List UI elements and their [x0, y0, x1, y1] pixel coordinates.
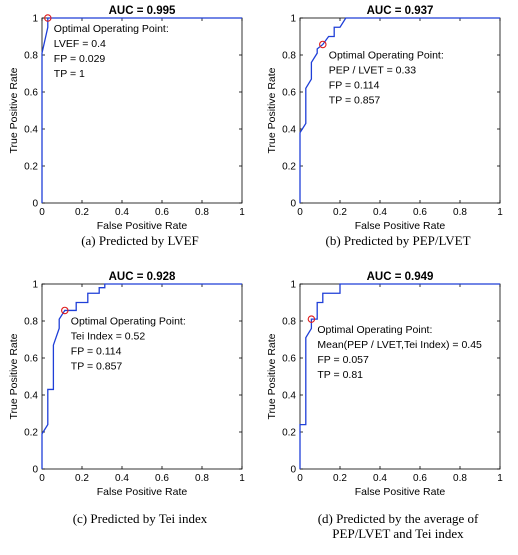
y-axis-label: True Positive Rate [266, 67, 278, 153]
y-axis-label: True Positive Rate [8, 67, 20, 153]
x-tick-label: 0 [297, 207, 303, 218]
annotation-line: TP = 1 [54, 68, 85, 80]
x-tick-label: 0.8 [195, 207, 209, 218]
annotation-line: FP = 0.057 [317, 354, 369, 366]
annotation-line: LVEF = 0.4 [54, 38, 106, 50]
y-tick-label: 0.2 [24, 428, 38, 439]
x-tick-label: 0.4 [115, 473, 129, 484]
y-tick-label: 0.6 [282, 88, 296, 99]
annotation-line: FP = 0.029 [54, 53, 106, 65]
y-tick-label: 1 [290, 14, 296, 25]
optimal-point-marker [44, 14, 52, 22]
x-axis-label: False Positive Rate [355, 486, 446, 498]
x-tick-label: 0.2 [333, 473, 347, 484]
chart-title: AUC = 0.949 [367, 271, 434, 283]
y-tick-label: 0 [32, 199, 38, 210]
x-tick-label: 0.8 [453, 473, 467, 484]
x-tick-label: 1 [497, 473, 503, 484]
optimal-point-marker [319, 40, 327, 49]
y-tick-label: 0.8 [282, 317, 296, 328]
figure-caption: (c) Predicted by Tei index [73, 511, 208, 526]
annotation-line: Mean(PEP / LVET,Tei Index) = 0.45 [317, 339, 482, 351]
x-tick-label: 0 [39, 207, 45, 218]
annotation-line: TP = 0.857 [329, 94, 381, 106]
chart-title: AUC = 0.937 [367, 5, 434, 17]
y-axis-label: True Positive Rate [8, 333, 20, 419]
roc-curve [299, 17, 500, 203]
x-tick-label: 0 [297, 473, 303, 484]
x-tick-label: 0.4 [373, 473, 387, 484]
plot-frame [299, 17, 501, 204]
x-tick-label: 0.6 [413, 207, 427, 218]
y-tick-label: 0 [290, 465, 296, 476]
annotation-line: Optimal Operating Point: [317, 324, 432, 336]
y-tick-label: 0.8 [24, 51, 38, 62]
y-tick-label: 0.4 [282, 125, 296, 136]
x-tick-label: 0.8 [195, 473, 209, 484]
y-tick-label: 0.6 [24, 88, 38, 99]
figure-caption: (a) Predicted by LVEF [81, 233, 199, 248]
annotation-line: TP = 0.81 [317, 369, 363, 381]
annotation-line: FP = 0.114 [71, 345, 122, 357]
y-tick-label: 0.4 [24, 391, 38, 402]
x-tick-label: 1 [239, 207, 245, 218]
chart-title: AUC = 0.995 [109, 5, 176, 17]
roc-curve [299, 283, 500, 469]
roc-panel-4: 0 0.2 0.4 0.6 0.8 1 0 0.2 0.4 0.6 0.8 1 AUC = 0.949 F… [266, 271, 503, 541]
x-tick-label: 0.8 [453, 207, 467, 218]
roc-panel-1: 0 0.2 0.4 0.6 0.8 1 0 0.2 0.4 0.6 0.8 1 AUC = 0.995 F… [8, 5, 245, 248]
chart-title: AUC = 0.928 [109, 271, 176, 283]
x-tick-label: 1 [239, 473, 245, 484]
x-tick-label: 0.4 [373, 207, 387, 218]
y-tick-label: 0.6 [282, 354, 296, 365]
y-tick-label: 0 [290, 199, 296, 210]
annotation-line: Optimal Operating Point: [54, 23, 169, 35]
roc-curve [41, 17, 242, 203]
x-tick-label: 0.4 [115, 207, 129, 218]
annotation-line: Optimal Operating Point: [71, 315, 186, 327]
figure-caption: (b) Predicted by PEP/LVET [325, 233, 470, 248]
x-tick-label: 0.2 [75, 207, 89, 218]
y-tick-label: 1 [32, 280, 38, 291]
x-tick-label: 1 [497, 207, 503, 218]
y-tick-label: 0.2 [282, 162, 296, 173]
optimal-point-marker [61, 306, 69, 315]
y-tick-label: 1 [290, 280, 296, 291]
y-tick-label: 0.8 [24, 317, 38, 328]
x-tick-label: 0 [39, 473, 45, 484]
annotation-line: Tei Index = 0.52 [71, 330, 146, 342]
x-tick-label: 0.6 [155, 207, 169, 218]
x-axis-label: False Positive Rate [97, 486, 188, 498]
annotation-line: TP = 0.857 [71, 360, 123, 372]
x-tick-label: 0.6 [155, 473, 169, 484]
y-tick-label: 0.6 [24, 354, 38, 365]
y-tick-label: 0.2 [24, 162, 38, 173]
optimal-point-marker [307, 315, 316, 323]
annotation-line: PEP / LVET = 0.33 [329, 64, 416, 76]
x-tick-label: 0.6 [413, 473, 427, 484]
roc-panel-3: 0 0.2 0.4 0.6 0.8 1 0 0.2 0.4 0.6 0.8 1 AUC = 0.928 F… [8, 271, 245, 526]
y-tick-label: 0.4 [282, 391, 296, 402]
y-tick-label: 1 [32, 14, 38, 25]
x-axis-label: False Positive Rate [97, 220, 188, 232]
y-tick-label: 0.8 [282, 51, 296, 62]
figure-caption: PEP/LVET and Tei index [332, 526, 464, 541]
x-tick-label: 0.2 [333, 207, 347, 218]
x-tick-label: 0.2 [75, 473, 89, 484]
roc-panel-2: 0 0.2 0.4 0.6 0.8 1 0 0.2 0.4 0.6 0.8 1 AUC = 0.937 F… [266, 5, 503, 248]
y-tick-label: 0.2 [282, 428, 296, 439]
annotation-line: Optimal Operating Point: [329, 49, 444, 61]
x-axis-label: False Positive Rate [355, 220, 446, 232]
plot-frame [41, 283, 243, 470]
y-axis-label: True Positive Rate [266, 333, 278, 419]
y-tick-label: 0.4 [24, 125, 38, 136]
roc-curve [41, 283, 242, 469]
annotation-line: FP = 0.114 [329, 79, 380, 91]
y-tick-label: 0 [32, 465, 38, 476]
figure-caption: (d) Predicted by the average of [318, 511, 479, 526]
